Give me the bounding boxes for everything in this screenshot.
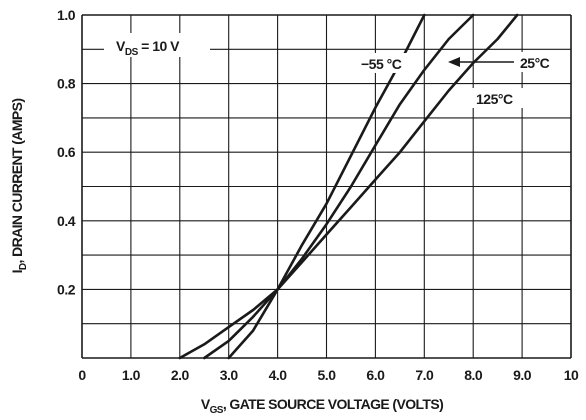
curve-label-m55: −55 °C <box>361 56 402 72</box>
x-tick-label: 10 <box>564 367 579 383</box>
x-tick-label: 9.0 <box>513 367 532 383</box>
y-tick-label: 0.2 <box>57 281 76 297</box>
x-tick-label: 6.0 <box>366 367 385 383</box>
vds-subscript: DS <box>125 47 139 58</box>
x-tick-label: 5.0 <box>318 367 337 383</box>
y-tick-label: 0.4 <box>57 213 76 229</box>
curve-label-25: 25°C <box>520 55 550 71</box>
x-axis-title: VGS, GATE SOURCE VOLTAGE (VOLTS) <box>201 396 443 415</box>
vds-value: = 10 V <box>138 38 180 54</box>
x-tick-label: 4.0 <box>269 367 288 383</box>
x-tick-label: 8.0 <box>464 367 483 383</box>
tick-layer: 0 1.0 2.0 3.0 4.0 5.0 6.0 7.0 8.0 9.0 10 0.2 0.4 0.6 0… <box>57 7 579 383</box>
x-title-rest: , GATE SOURCE VOLTAGE (VOLTS) <box>223 396 443 412</box>
grid-layer <box>82 15 571 358</box>
y-title-rest: , DRAIN CURRENT (AMPS) <box>9 99 25 264</box>
x-title-subscript: GS <box>210 405 224 415</box>
y-tick-label: 1.0 <box>57 7 76 23</box>
y-tick-label: 0.6 <box>57 144 76 160</box>
x-tick-label: 2.0 <box>171 367 190 383</box>
x-tick-label: 7.0 <box>415 367 434 383</box>
x-tick-label: 3.0 <box>220 367 239 383</box>
arrow-25-head <box>448 57 460 67</box>
x-tick-label: 0 <box>78 367 86 383</box>
curve-label-125: 125°C <box>476 91 513 107</box>
x-tick-label: 1.0 <box>122 367 141 383</box>
y-axis-title: ID, DRAIN CURRENT (AMPS) <box>9 99 29 274</box>
y-tick-label: 0.8 <box>57 76 76 92</box>
